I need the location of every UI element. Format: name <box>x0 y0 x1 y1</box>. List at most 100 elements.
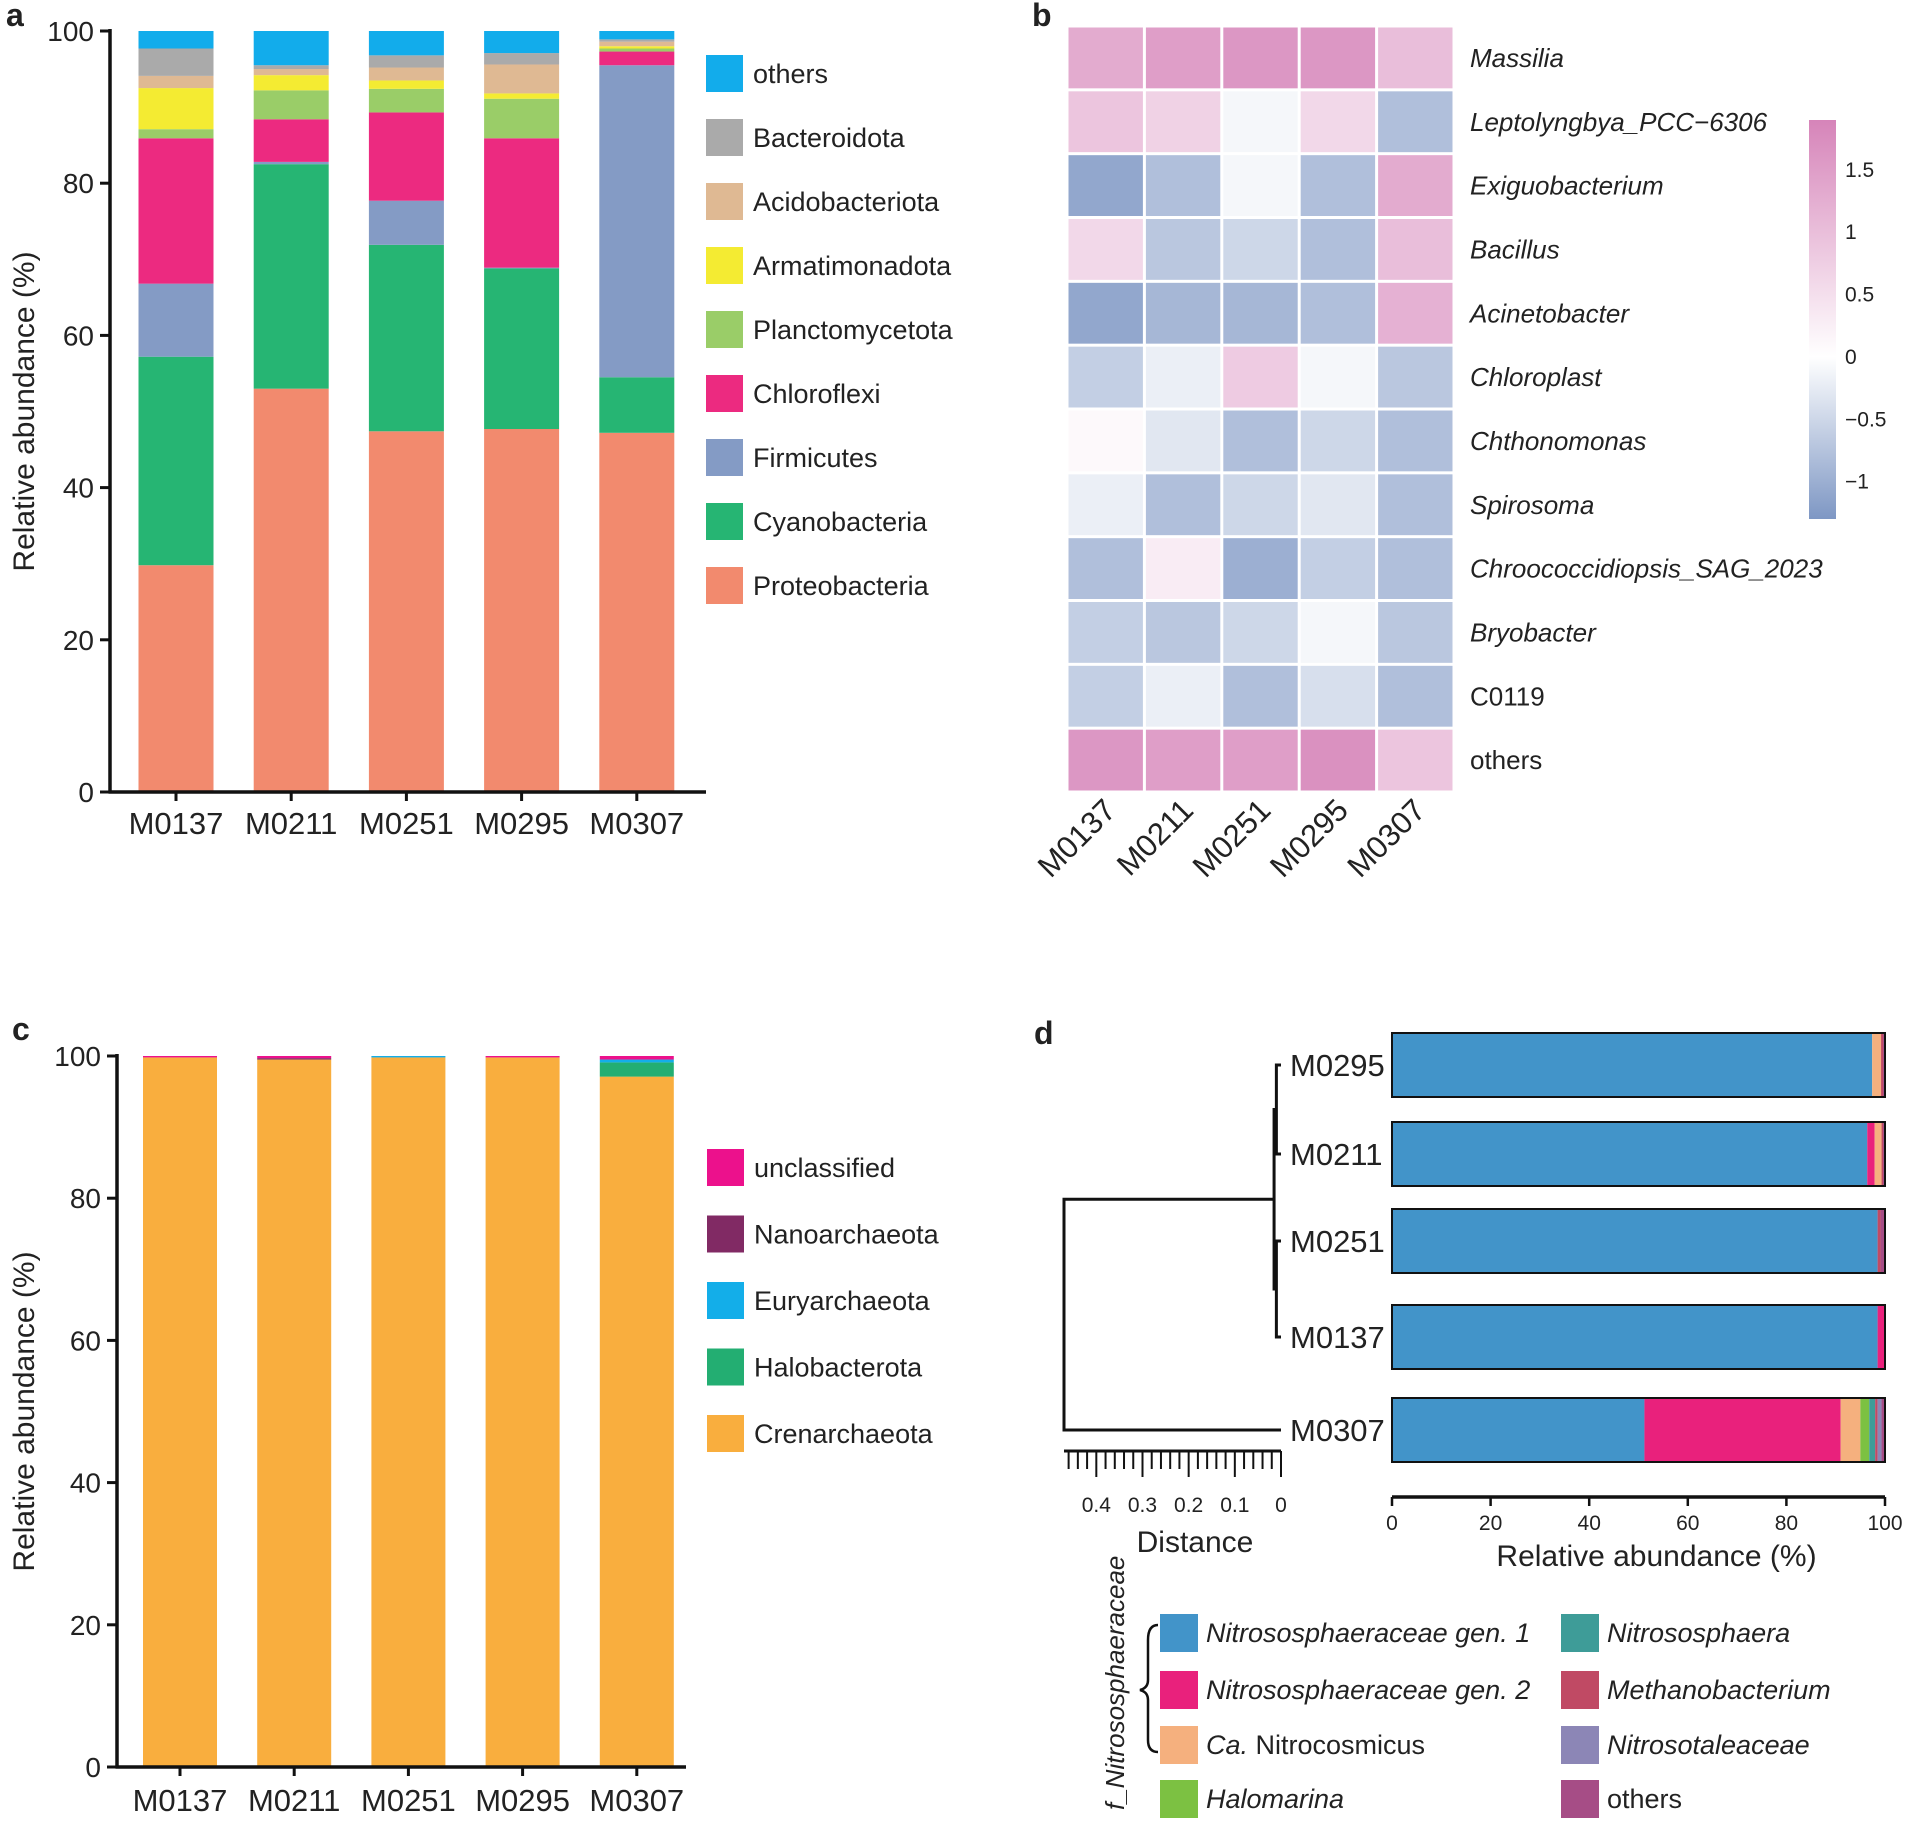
y-tick-label: 0 <box>78 777 94 808</box>
bar-segment-bacteroidota-m0251 <box>368 55 444 68</box>
heatmap-cell-5-0 <box>1068 346 1143 408</box>
bar-segment-cyanobacteria-m0307 <box>599 377 675 433</box>
heatmap-column-label: M0137 <box>1031 792 1123 884</box>
legend-swatch <box>706 311 743 348</box>
x-tick-label: 100 <box>1867 1512 1902 1535</box>
heatmap-cell-0-3 <box>1300 27 1376 89</box>
heatmap-cell-0-1 <box>1145 27 1221 89</box>
bar-segment-euryarchaeota-m0251 <box>371 1056 446 1058</box>
heatmap-column-label: M0295 <box>1263 792 1355 884</box>
hbar-segment-m0307-5 <box>1875 1398 1878 1462</box>
heatmap-column-label: M0251 <box>1186 792 1278 884</box>
legend-swatch <box>1160 1671 1198 1709</box>
legend-swatch <box>706 119 743 156</box>
bar-segment-armatimonadota-m0295 <box>484 93 560 99</box>
heatmap-row-label: Exiguobacterium <box>1470 171 1664 201</box>
panel-b-label: b <box>1032 0 1052 33</box>
heatmap-row-label: Massilia <box>1470 43 1564 73</box>
distance-axis-title: Distance <box>1137 1526 1254 1559</box>
y-tick-label: 20 <box>70 1610 101 1641</box>
legend-label: Nitrososphaera <box>1607 1618 1790 1648</box>
heatmap-cell-7-3 <box>1300 474 1376 536</box>
bar-segment-proteobacteria-m0307 <box>599 432 675 792</box>
legend-label: Halomarina <box>1206 1784 1344 1814</box>
heatmap-cell-2-0 <box>1068 155 1143 216</box>
heatmap-cell-6-2 <box>1223 410 1298 472</box>
y-tick-label: 80 <box>70 1183 101 1214</box>
y-tick-label: 100 <box>54 1041 101 1072</box>
bar-segment-firmicutes-m0307 <box>599 65 675 378</box>
heatmap-row-label: Chthonomonas <box>1470 426 1646 456</box>
heatmap-cell-6-0 <box>1068 410 1143 472</box>
heatmap-cell-2-1 <box>1145 155 1221 216</box>
heatmap-cell-3-4 <box>1378 219 1453 280</box>
heatmap-row-label: Acinetobacter <box>1468 298 1630 328</box>
bar-segment-others-m0307 <box>599 31 675 40</box>
heatmap-cell-8-1 <box>1145 538 1221 599</box>
bar-segment-armatimonadota-m0211 <box>253 75 329 91</box>
bar-segment-nanoarchaeota-m0211 <box>257 1058 332 1060</box>
bar-segment-cyanobacteria-m0295 <box>484 268 560 430</box>
hbar-segment-m0251-0 <box>1392 1209 1878 1273</box>
heatmap-cell-3-0 <box>1068 219 1143 280</box>
legend-swatch <box>707 1282 744 1319</box>
bar-segment-crenarchaeota-m0295 <box>485 1057 560 1767</box>
bar-segment-bacteroidota-m0137 <box>138 48 214 76</box>
hbar-segment-m0307-2 <box>1840 1398 1861 1462</box>
hbar-segment-m0307-0 <box>1392 1398 1645 1462</box>
bar-segment-firmicutes-m0295 <box>484 267 560 269</box>
heatmap-cell-11-4 <box>1378 729 1453 791</box>
bar-segment-others-m0137 <box>138 31 214 49</box>
legend-label-part: Nitrososphaera <box>1607 1618 1790 1648</box>
bar-segment-proteobacteria-m0295 <box>484 429 560 792</box>
bar-segment-armatimonadota-m0307 <box>599 46 675 49</box>
bar-segment-crenarchaeota-m0251 <box>371 1057 446 1767</box>
hbar-segment-m0137-0 <box>1392 1305 1878 1369</box>
x-tick-label: 0 <box>1386 1512 1398 1535</box>
bar-segment-chloroflexi-m0307 <box>599 51 675 66</box>
hbar-outline <box>1391 1397 1886 1463</box>
bar-segment-crenarchaeota-m0137 <box>143 1057 217 1767</box>
row-label: M0307 <box>1290 1413 1385 1448</box>
heatmap-cell-7-4 <box>1378 474 1453 536</box>
heatmap-cell-2-2 <box>1223 155 1298 216</box>
bar-segment-planctomycetota-m0211 <box>253 90 329 120</box>
legend-label-part: Halomarina <box>1206 1784 1344 1814</box>
heatmap-cell-4-2 <box>1223 282 1298 344</box>
family-bracket <box>1139 1623 1159 1754</box>
legend-label: unclassified <box>754 1153 895 1183</box>
heatmap-row-label: others <box>1470 745 1542 775</box>
heatmap-cell-4-4 <box>1378 282 1453 344</box>
panel-a-stacked-bar-chart: M0137 M0211 M0251 M0295 M0307 0 20 40 60 80 100 Rel… <box>8 16 954 841</box>
x-tick-label: 60 <box>1676 1512 1699 1535</box>
hbar-segment-m0307-7 <box>1881 1398 1885 1462</box>
legend-label: Euryarchaeota <box>754 1286 931 1316</box>
bar-segment-firmicutes-m0251 <box>368 200 444 245</box>
hbar-segment-m0211-1 <box>1867 1122 1875 1186</box>
heatmap-row-label: Bacillus <box>1470 234 1560 264</box>
heatmap-cell-0-4 <box>1378 27 1453 89</box>
bar-segment-euryarchaeota-m0307 <box>599 1059 674 1063</box>
panel-d-dendrogram-and-bar-chart: M0295 M0211 M0251 M0137 M0307 0 20 40 60 80 100 Rel… <box>1062 1032 1903 1818</box>
bar-segment-armatimonadota-m0251 <box>368 80 444 89</box>
heatmap-cell-0-2 <box>1223 27 1298 89</box>
heatmap-cell-10-1 <box>1145 665 1221 727</box>
legend-swatch <box>1561 1780 1599 1818</box>
bar-segment-others-m0211 <box>253 31 329 66</box>
heatmap-cell-9-4 <box>1378 602 1453 663</box>
x-tick-label: M0251 <box>359 806 454 841</box>
legend-swatch <box>706 183 743 220</box>
colorbar-tick-label: −1 <box>1845 471 1869 494</box>
bar-segment-cyanobacteria-m0251 <box>368 244 444 432</box>
legend-swatch <box>707 1348 744 1386</box>
heatmap-cell-9-1 <box>1145 602 1221 663</box>
bar-segment-chloroflexi-m0295 <box>484 138 560 268</box>
heatmap-cell-6-1 <box>1145 410 1221 472</box>
heatmap-cell-6-4 <box>1378 410 1453 472</box>
hbar-segment-m0251-7 <box>1880 1209 1885 1273</box>
heatmap-cell-8-0 <box>1068 538 1143 599</box>
hbar-segment-m0307-4 <box>1869 1398 1876 1462</box>
legend-swatch <box>1160 1726 1198 1764</box>
x-tick-label: M0251 <box>361 1783 456 1818</box>
legend-label-part: Ca. <box>1206 1730 1248 1760</box>
